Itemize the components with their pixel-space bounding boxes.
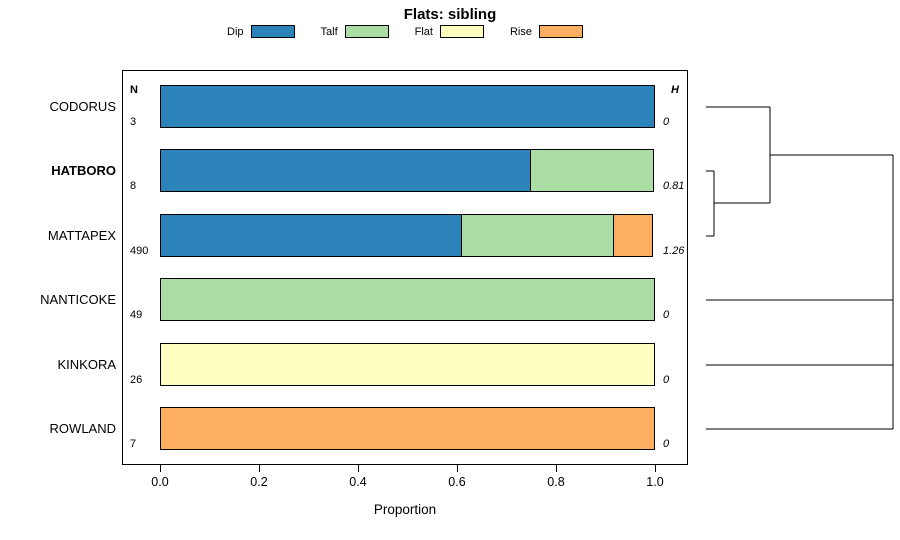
n-value-rowland: 7	[130, 438, 137, 450]
x-tick-1.0	[654, 465, 656, 472]
legend-label-flat: Flat	[414, 25, 433, 38]
bar-nanticoke	[160, 278, 655, 321]
legend-swatch-rise	[539, 25, 583, 38]
h-value-mattapex: 1.26	[663, 245, 685, 257]
row-label-hatboro: HATBORO	[51, 163, 116, 178]
bar-segment-mattapex-talf	[460, 214, 615, 257]
h-value-hatboro: 0.81	[663, 180, 685, 192]
h-value-kinkora: 0	[663, 374, 670, 386]
row-label-rowland: ROWLAND	[49, 421, 116, 436]
x-tick-label-0.8: 0.8	[547, 475, 565, 489]
legend: Dip Talf Flat Rise	[122, 25, 688, 38]
bar-segment-kinkora-flat	[160, 343, 655, 386]
x-tick-label-0.0: 0.0	[151, 475, 169, 489]
row-label-nanticoke: NANTICOKE	[40, 292, 116, 307]
legend-item-talf: Talf	[321, 25, 389, 38]
legend-label-talf: Talf	[320, 25, 338, 38]
bar-segment-hatboro-dip	[160, 149, 532, 192]
x-tick-label-1.0: 1.0	[646, 475, 664, 489]
n-value-hatboro: 8	[130, 180, 137, 192]
x-tick-0.6	[456, 465, 458, 472]
x-tick-0.8	[555, 465, 557, 472]
bar-hatboro	[160, 149, 654, 192]
x-axis-title: Proportion	[373, 502, 437, 517]
bar-segment-nanticoke-talf	[160, 278, 655, 321]
bar-rowland	[160, 407, 655, 450]
x-tick-0.0	[159, 465, 161, 472]
x-tick-label-0.6: 0.6	[448, 475, 466, 489]
n-value-nanticoke: 49	[130, 309, 143, 321]
legend-item-flat: Flat	[415, 25, 484, 38]
legend-item-dip: Dip	[227, 25, 295, 38]
bar-segment-rowland-rise	[160, 407, 655, 450]
h-value-nanticoke: 0	[663, 309, 670, 321]
x-tick-0.4	[357, 465, 359, 472]
x-tick-0.2	[258, 465, 260, 472]
chart-title: Flats: sibling	[403, 6, 497, 23]
n-value-kinkora: 26	[130, 374, 143, 386]
bar-segment-mattapex-dip	[160, 214, 462, 257]
bar-segment-codorus-dip	[160, 85, 655, 128]
n-value-mattapex: 490	[130, 245, 149, 257]
x-tick-label-0.4: 0.4	[349, 475, 367, 489]
column-header-h: H	[671, 84, 679, 96]
legend-label-rise: Rise	[509, 25, 532, 38]
legend-item-rise: Rise	[510, 25, 583, 38]
h-value-codorus: 0	[663, 116, 670, 128]
column-header-n: N	[130, 84, 138, 96]
x-tick-label-0.2: 0.2	[250, 475, 268, 489]
legend-swatch-talf	[344, 25, 389, 38]
plot-area	[122, 70, 688, 465]
bar-kinkora	[160, 343, 655, 386]
n-value-codorus: 3	[130, 116, 137, 128]
bar-mattapex	[160, 214, 653, 257]
legend-label-dip: Dip	[227, 25, 244, 38]
row-label-mattapex: MATTAPEX	[47, 228, 116, 243]
legend-swatch-flat	[439, 25, 484, 38]
bar-segment-hatboro-talf	[530, 149, 654, 192]
bar-codorus	[160, 85, 655, 128]
legend-swatch-dip	[250, 25, 295, 38]
h-value-rowland: 0	[663, 438, 670, 450]
bar-segment-mattapex-rise	[613, 214, 653, 257]
row-label-kinkora: KINKORA	[57, 357, 116, 372]
row-label-codorus: CODORUS	[49, 99, 116, 114]
